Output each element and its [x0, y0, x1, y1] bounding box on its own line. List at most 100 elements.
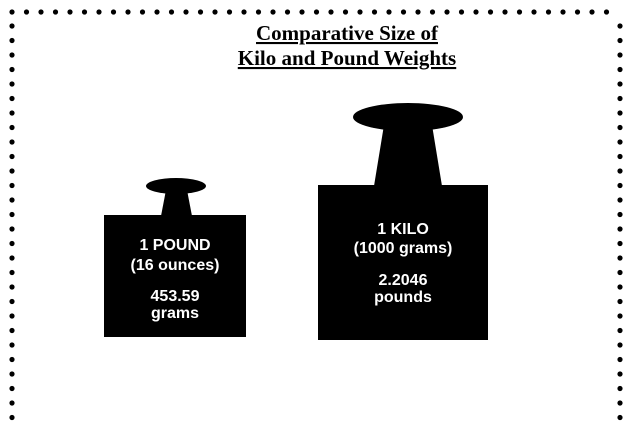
border-dot [502, 9, 507, 14]
border-dot [9, 139, 14, 144]
border-dot [9, 313, 14, 318]
border-dot [617, 386, 622, 391]
border-dot [9, 270, 14, 275]
border-dot [212, 9, 217, 14]
border-dot [617, 81, 622, 86]
border-dot [9, 415, 14, 420]
border-dot [227, 9, 232, 14]
border-dot [9, 386, 14, 391]
border-dot [617, 415, 622, 420]
page: Comparative Size of Kilo and Pound Weigh… [0, 0, 629, 427]
border-dot [9, 328, 14, 333]
border-dot [444, 9, 449, 14]
border-dot [9, 52, 14, 57]
border-dot [314, 9, 319, 14]
border-dot [617, 23, 622, 28]
border-dot [9, 168, 14, 173]
border-dot [270, 9, 275, 14]
border-dot [546, 9, 551, 14]
border-dot [38, 9, 43, 14]
border-dot [241, 9, 246, 14]
border-dot [9, 81, 14, 86]
border-dot [9, 226, 14, 231]
border-dot [9, 212, 14, 217]
border-dot [111, 9, 116, 14]
weight-unit: grams [151, 305, 199, 322]
border-dot [401, 9, 406, 14]
border-dot [617, 400, 622, 405]
border-dot [459, 9, 464, 14]
border-dot [9, 255, 14, 260]
border-dot [617, 183, 622, 188]
border-dot [256, 9, 261, 14]
border-dot [125, 9, 130, 14]
border-dot [617, 96, 622, 101]
border-dot [617, 154, 622, 159]
border-dot [575, 9, 580, 14]
neck [161, 190, 192, 216]
border-dot [154, 9, 159, 14]
border-dot [617, 110, 622, 115]
border-dot [198, 9, 203, 14]
border-dot [183, 9, 188, 14]
border-dot [604, 9, 609, 14]
border-dot [9, 197, 14, 202]
border-dot [9, 23, 14, 28]
border-dot [617, 255, 622, 260]
border-dot [617, 226, 622, 231]
weight-name: 1 POUND [139, 237, 210, 254]
border-dot [9, 342, 14, 347]
border-dot [82, 9, 87, 14]
border-dot [53, 9, 58, 14]
border-dot [9, 241, 14, 246]
border-dot [617, 67, 622, 72]
border-dot [617, 197, 622, 202]
border-dot [9, 9, 14, 14]
weight-amount: 453.59 [151, 288, 200, 305]
border-dot [9, 67, 14, 72]
border-dot [9, 110, 14, 115]
border-dot [299, 9, 304, 14]
title-line: Comparative Size of [256, 21, 439, 45]
border-dot [488, 9, 493, 14]
border-dot [9, 96, 14, 101]
border-dot [67, 9, 72, 14]
border-dot [617, 284, 622, 289]
border-dot [473, 9, 478, 14]
diagram: Comparative Size of Kilo and Pound Weigh… [0, 0, 629, 427]
border-dot [517, 9, 522, 14]
border-dot [9, 357, 14, 362]
dotted-border [9, 9, 622, 420]
border-dot [372, 9, 377, 14]
border-dot [9, 125, 14, 130]
border-dot [531, 9, 536, 14]
border-dot [24, 9, 29, 14]
border-dot [617, 139, 622, 144]
border-dot [9, 400, 14, 405]
border-dot [617, 371, 622, 376]
border-dot [9, 299, 14, 304]
border-dot [9, 284, 14, 289]
weight-name: 1 KILO [377, 221, 429, 238]
border-dot [617, 38, 622, 43]
border-dot [617, 299, 622, 304]
border-dot [357, 9, 362, 14]
weight-equivalent: (16 ounces) [131, 257, 220, 274]
pound-weight: 1 POUND (16 ounces) 453.59 grams [104, 178, 246, 337]
border-dot [9, 183, 14, 188]
border-dot [617, 125, 622, 130]
border-dot [617, 212, 622, 217]
weight-amount: 2.2046 [379, 272, 428, 289]
border-dot [285, 9, 290, 14]
border-dot [328, 9, 333, 14]
weight-equivalent: (1000 grams) [354, 240, 453, 257]
border-dot [617, 313, 622, 318]
border-dot [617, 52, 622, 57]
neck [374, 125, 442, 186]
border-dot [617, 241, 622, 246]
border-dot [617, 357, 622, 362]
border-dot [617, 270, 622, 275]
border-dot [169, 9, 174, 14]
weight-unit: pounds [374, 289, 432, 306]
border-dot [560, 9, 565, 14]
